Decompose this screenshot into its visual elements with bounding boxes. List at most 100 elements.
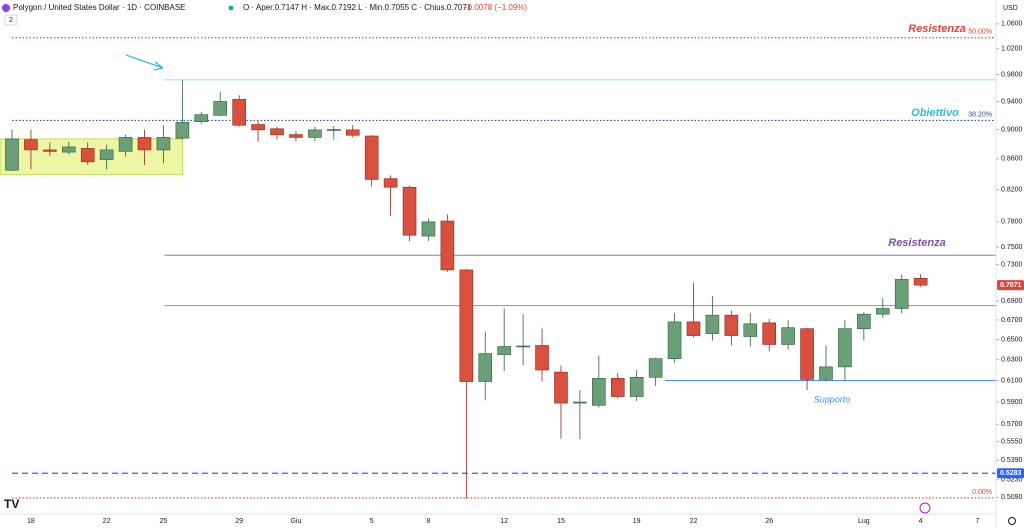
price-tag: [997, 468, 1024, 479]
price-tag-label: 0.7071: [1000, 282, 1022, 289]
settings-icon[interactable]: [1008, 517, 1016, 525]
arrow-annotation: [125, 54, 164, 71]
currency-label: USD: [1003, 5, 1018, 12]
candle-body: [857, 313, 871, 329]
y-tick-label: 0.5230: [1001, 477, 1023, 484]
x-tick-label: Giu: [290, 518, 301, 525]
candle-body: [289, 134, 303, 138]
candle-body: [118, 137, 133, 152]
candle-body: [667, 321, 682, 359]
x-tick-label: 18: [27, 518, 35, 525]
price-tag: [997, 280, 1024, 291]
candle-body: [137, 137, 152, 151]
indicator-count: 2: [9, 17, 13, 24]
candle-body: [270, 128, 284, 136]
x-tick-label: 4: [919, 518, 923, 525]
y-tick-label: 0.6900: [1001, 298, 1023, 305]
status-dot: [228, 5, 234, 11]
candle-body: [61, 146, 76, 153]
candle-body: [819, 366, 833, 380]
candle-body: [43, 149, 57, 152]
candle-body: [629, 377, 644, 397]
annotation: Resistenza: [908, 23, 965, 35]
alert-icon[interactable]: [919, 502, 931, 514]
x-tick-label: 8: [427, 518, 431, 525]
ohlc-values: O · Aper.0.7147 H · Max.0.7192 L · Min.0…: [243, 3, 472, 12]
y-tick-label: 0.9400: [1001, 98, 1023, 105]
candle-body: [573, 401, 587, 404]
x-tick-label: 12: [500, 518, 508, 525]
candle-body: [781, 327, 795, 345]
y-tick-label: 0.5700: [1001, 421, 1023, 428]
x-tick-label: 22: [103, 518, 111, 525]
candle-body: [648, 358, 663, 378]
x-tick-label: 19: [633, 518, 641, 525]
x-tick-label: 15: [557, 518, 565, 525]
x-tick-label: 29: [235, 518, 243, 525]
y-tick-label: 0.9000: [1001, 126, 1023, 133]
level-label: 38.20%: [968, 111, 992, 118]
y-tick-label: 0.6700: [1001, 317, 1023, 324]
candle-body: [213, 101, 228, 116]
y-tick-label: 1.0600: [1001, 21, 1023, 28]
symbol-logo: [2, 4, 10, 12]
candle-body: [875, 308, 890, 315]
y-tick-label: 0.5390: [1001, 457, 1023, 464]
tv-logo: TV: [4, 497, 19, 511]
candle-body: [838, 328, 852, 368]
y-tick-label: 0.7300: [1001, 261, 1023, 268]
candle-body: [762, 322, 777, 345]
candle-body: [327, 129, 341, 131]
candle-body: [345, 129, 360, 136]
candle-body: [80, 148, 95, 163]
candle-body: [459, 269, 474, 382]
background: [0, 37, 996, 499]
candle-body: [156, 137, 171, 151]
x-tick-label: 22: [690, 518, 698, 525]
y-tick-label: 0.8200: [1001, 186, 1023, 193]
candle-body: [24, 139, 38, 151]
candle-body: [383, 178, 398, 188]
indicator-badge[interactable]: [4, 14, 18, 26]
y-tick-label: 0.5900: [1001, 399, 1023, 406]
price-tag-label: 0.5283: [1000, 470, 1022, 477]
x-tick-label: 26: [765, 518, 773, 525]
candle-body: [724, 314, 739, 336]
level-label: 50.00%: [968, 29, 992, 36]
candle-body: [402, 186, 417, 236]
x-tick-label: 25: [160, 518, 168, 525]
y-tick-label: 1.0200: [1001, 46, 1023, 53]
candle-body: [743, 323, 758, 337]
candle-body: [800, 328, 814, 380]
x-tick-label: 7: [975, 518, 979, 525]
candle-body: [554, 371, 568, 404]
y-tick-label: 0.5090: [1001, 494, 1023, 501]
candle-body: [497, 346, 511, 355]
annotation: Resistenza: [888, 237, 945, 249]
candle-body: [705, 314, 720, 334]
candle-body: [99, 149, 114, 160]
candle-body: [194, 114, 209, 122]
y-tick-label: 0.6100: [1001, 377, 1023, 384]
candle-body: [686, 321, 701, 336]
candle-body: [610, 378, 625, 397]
candle-body: [516, 345, 530, 348]
candle-body: [913, 277, 928, 286]
y-tick-label: 0.6500: [1001, 336, 1023, 343]
candle-body: [364, 135, 379, 180]
y-tick-label: 0.9800: [1001, 71, 1023, 78]
level-label: 0.00%: [972, 489, 992, 496]
candle-body: [894, 279, 909, 309]
candle-body: [175, 122, 190, 139]
candle-body: [5, 138, 19, 171]
symbol-title: Polygon / United States Dollar · 1D · CO…: [13, 3, 186, 12]
candle-body: [592, 378, 606, 406]
candle-body: [478, 353, 493, 382]
candle-body: [232, 99, 246, 126]
change-value: −0.0078 (−1.09%): [463, 3, 527, 12]
candle-body: [308, 129, 322, 138]
annotation: Obiettivo: [911, 107, 959, 119]
x-tick-label: Lug: [858, 518, 870, 525]
candle-body: [535, 345, 549, 371]
